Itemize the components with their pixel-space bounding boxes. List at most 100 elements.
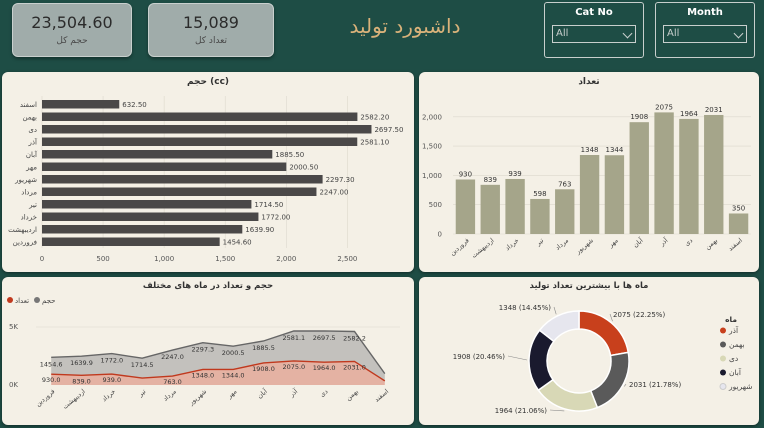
volume-data-label: 1772.0	[100, 357, 123, 365]
data-label: 839	[484, 176, 497, 184]
slice-label: 1348 (14.45%)	[499, 304, 551, 312]
legend-title: ماه	[725, 315, 737, 324]
volume-data-label: 1885.5	[252, 344, 275, 352]
bar	[42, 125, 372, 134]
category-label: تیر	[136, 387, 148, 399]
category-label: دی	[28, 126, 37, 134]
legend-marker	[720, 355, 726, 362]
volume-data-label: 1454.6	[40, 360, 63, 368]
data-label: 1908	[630, 113, 648, 121]
bar	[530, 198, 550, 234]
data-label: 2031	[705, 106, 723, 114]
cat-no-dropdown[interactable]: All	[552, 25, 636, 43]
category-label: فروردین	[13, 238, 37, 246]
volume-bar-chart-panel: حجم (cc) 0 500 1,000 1,500 2,000 2,500 اسفند 632…	[2, 72, 414, 272]
data-label: 1454.60	[223, 238, 252, 246]
category-label: آذر	[28, 137, 38, 146]
data-label: 930	[459, 170, 472, 178]
legend-marker	[720, 327, 726, 334]
category-label: شهریور	[14, 176, 37, 184]
category-label: خرداد	[504, 236, 521, 252]
slicer-month-title: Month	[687, 7, 723, 18]
category-label: اردیبهشت	[61, 387, 87, 410]
legend-label: آذر	[728, 325, 739, 335]
data-label: 350	[732, 204, 745, 212]
y-tick-label: 5K	[9, 323, 18, 331]
donut-slice	[538, 310, 580, 343]
category-label: مرداد	[21, 188, 37, 196]
category-label: بهمن	[704, 236, 720, 251]
slice-label: 2075 (22.25%)	[613, 311, 665, 319]
count-data-label: 2075.0	[282, 363, 305, 371]
x-tick-label: 1,500	[215, 255, 235, 263]
volume-count-area-chart-panel: حجم و تعداد در ماه های مختلف تعداد حجم 0K 5K…	[2, 277, 414, 425]
bar	[42, 137, 358, 146]
count-area	[51, 360, 385, 385]
leader-line	[553, 306, 557, 315]
category-label: بهمن	[344, 387, 360, 402]
category-label: اسفند	[727, 236, 744, 252]
month-dropdown-value: All	[667, 28, 680, 39]
bar	[555, 189, 575, 234]
data-label: 763	[558, 180, 571, 188]
bar	[604, 155, 625, 234]
category-label: شهریور	[187, 387, 208, 407]
x-tick-label: 2,000	[276, 255, 296, 263]
category-label: فروردین	[34, 387, 56, 408]
leader-line	[549, 409, 565, 412]
legend-marker	[719, 383, 727, 390]
data-label: 1714.50	[254, 201, 283, 209]
chart-title: حجم و تعداد در ماه های مختلف	[143, 281, 273, 291]
data-label: 1964	[680, 110, 698, 118]
leader-line	[507, 355, 528, 361]
count-column-chart-panel: تعداد 0 500 1,000 1,500 2,000 930 فروردین 839 ارد…	[419, 72, 759, 272]
category-label: شهریور	[573, 236, 594, 256]
bar	[42, 187, 317, 196]
category-label: اسفند	[20, 101, 37, 109]
volume-data-label: 1639.9	[70, 359, 93, 367]
bar	[42, 175, 323, 184]
category-label: دی	[318, 387, 329, 398]
y-tick-label: 1,000	[422, 172, 442, 180]
category-label: خرداد	[100, 387, 117, 403]
count-series-line	[51, 360, 386, 382]
bar	[679, 118, 699, 234]
data-label: 939	[508, 170, 521, 178]
category-label: مهر	[606, 236, 620, 249]
chevron-down-icon	[733, 28, 744, 39]
legend-label: آبان	[729, 367, 742, 377]
donut-slice	[589, 351, 630, 409]
legend-marker	[720, 341, 726, 348]
kpi-total-count-label: تعداد کل	[194, 36, 228, 46]
slice-label: 1908 (20.46%)	[453, 353, 505, 361]
data-label: 1639.90	[245, 226, 274, 234]
bar	[42, 225, 243, 234]
bar	[480, 184, 500, 234]
data-label: 1348	[581, 146, 599, 154]
category-label: آبان	[631, 235, 646, 249]
volume-area	[51, 330, 385, 381]
data-label: 2075	[655, 103, 673, 111]
kpi-total-count-value: 15,089	[183, 13, 239, 32]
legend-marker	[720, 369, 726, 376]
volume-data-label: 2582.2	[343, 334, 366, 342]
legend-marker	[7, 297, 13, 303]
kpi-card-total-count: 15,089 تعداد کل	[148, 3, 274, 57]
data-label: 2247.00	[319, 188, 348, 196]
category-label: اردیبهشت	[470, 236, 496, 259]
bar	[629, 122, 649, 234]
kpi-card-total-volume: 23,504.60 حجم کل	[12, 3, 132, 57]
volume-data-label: 2697.5	[313, 334, 336, 342]
category-label: مرداد	[554, 236, 570, 252]
y-tick-label: 0K	[9, 381, 18, 389]
category-label: آذر	[287, 386, 300, 399]
bar	[42, 162, 287, 171]
bar	[654, 112, 674, 234]
data-label: 598	[533, 190, 546, 198]
top-months-donut-chart-panel: ماه ها با بیشترین تعداد تولید 2075 (22.25…	[419, 277, 759, 425]
bar	[704, 114, 724, 234]
bar	[42, 212, 259, 221]
count-data-label: 2031.0	[343, 363, 366, 371]
category-label: تیر	[28, 201, 37, 209]
month-dropdown[interactable]: All	[663, 25, 747, 43]
